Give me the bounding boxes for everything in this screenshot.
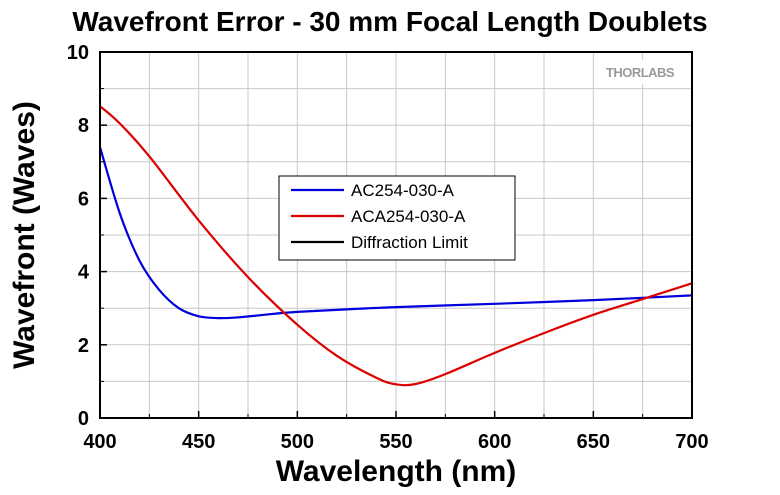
legend-label-3: Diffraction Limit [351,233,468,252]
x-tick-label: 500 [281,431,314,453]
y-tick-label: 6 [78,188,89,210]
legend: AC254-030-A ACA254-030-A Diffraction Limit [278,175,516,261]
y-tick-label: 8 [78,115,89,137]
chart-title: Wavefront Error - 30 mm Focal Length Dou… [72,6,708,37]
legend-label-1: AC254-030-A [351,181,455,200]
x-tick-label: 700 [675,431,708,453]
brand-text: THORLABS [606,65,675,80]
x-axis-label: Wavelength (nm) [275,455,517,488]
x-tick-label: 450 [182,431,215,453]
thorlabs-logo: THORLABS [594,60,686,84]
y-tick-label: 10 [67,42,89,64]
y-tick-label: 4 [78,262,90,284]
y-tick-label: 0 [78,408,89,430]
x-tick-label: 550 [379,431,412,453]
series-line-1 [98,146,693,320]
x-tick-label: 400 [83,431,116,453]
legend-label-2: ACA254-030-A [351,207,466,226]
x-tick-label: 650 [577,431,610,453]
series-line-2 [99,105,693,387]
x-tick-label: 600 [478,431,511,453]
y-tick-label: 2 [78,335,89,357]
